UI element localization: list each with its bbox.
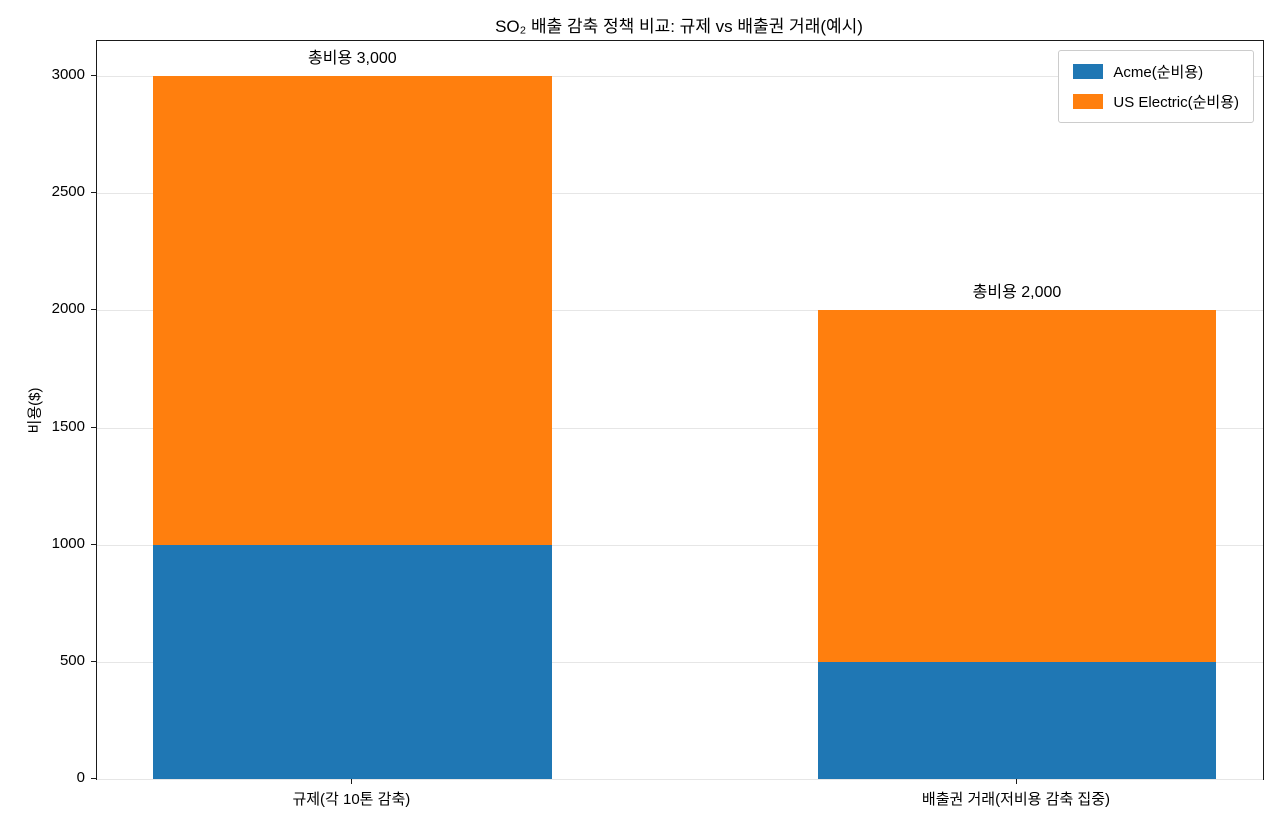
y-tick-mark [91, 778, 96, 779]
bar-total-annotation: 총비용 2,000 [972, 284, 1062, 302]
legend-swatch-acme [1073, 64, 1104, 79]
legend-swatch-us-electric [1073, 94, 1104, 109]
y-tick-label: 2500 [51, 183, 85, 201]
legend-item: US Electric(순비용) [1073, 91, 1239, 112]
bar-segment-acme [817, 661, 1217, 779]
legend-item: Acme(순비용) [1073, 61, 1239, 82]
y-tick-label: 1000 [51, 534, 85, 552]
gridline [97, 310, 1263, 312]
y-tick-label: 3000 [51, 66, 85, 84]
plot-area: 총비용 3,000 총비용 2,000 [96, 40, 1264, 780]
y-tick-mark [91, 543, 96, 545]
y-tick-mark [91, 309, 96, 311]
y-tick-mark [91, 75, 96, 77]
gridline [97, 779, 1263, 780]
legend-label: Acme(순비용) [1113, 64, 1204, 81]
bar-segment-us-electric [152, 76, 552, 545]
x-tick-label: 규제(각 10톤 감축) [292, 791, 411, 808]
x-tick-label: 배출권 거래(저비용 감축 집중) [921, 791, 1111, 808]
bar-total-annotation: 총비용 3,000 [308, 50, 397, 68]
y-tick-label: 2000 [51, 300, 85, 318]
y-tick-label: 0 [76, 769, 85, 786]
y-tick-mark [91, 660, 96, 662]
x-tick-mark [1015, 779, 1017, 784]
y-tick-mark [91, 192, 96, 194]
chart-title: SO₂ 배출 감축 정책 비교: 규제 vs 배출권 거래(예시) [495, 17, 863, 36]
gridline [97, 76, 1263, 78]
gridline [97, 427, 1263, 429]
bar-segment-us-electric [817, 310, 1217, 662]
legend: Acme(순비용) US Electric(순비용) [1058, 50, 1254, 123]
y-tick-label: 1500 [51, 417, 85, 435]
legend-label: US Electric(순비용) [1113, 94, 1239, 111]
y-axis-label: 비용($) [26, 387, 44, 434]
y-tick-mark [91, 426, 96, 428]
bar-segment-acme [152, 544, 552, 779]
gridline [97, 544, 1263, 546]
gridline [97, 661, 1263, 663]
y-tick-label: 500 [59, 651, 85, 669]
gridline [97, 193, 1263, 195]
x-tick-mark [351, 779, 353, 784]
